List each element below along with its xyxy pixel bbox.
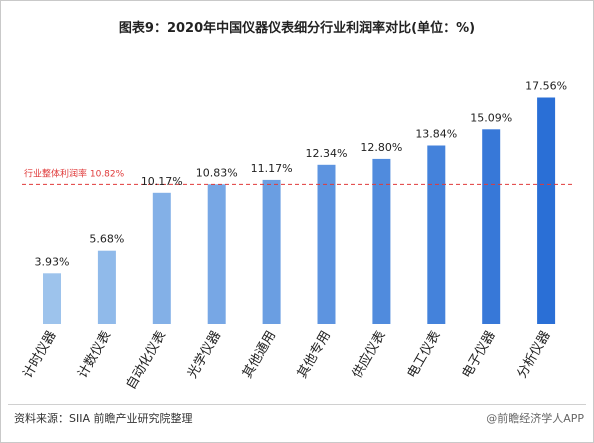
bar <box>97 250 116 324</box>
category-label: 自动化仪表 <box>124 329 169 393</box>
value-label: 15.09% <box>470 111 512 124</box>
brand-watermark: @前瞻经济学人APP <box>486 412 584 425</box>
bar <box>152 192 171 324</box>
category-label: 光学仪器 <box>184 328 224 381</box>
category-label: 计数仪表 <box>75 329 114 382</box>
chart-title: 图表9：2020年中国仪器仪表细分行业利润率对比(单位：%) <box>118 21 476 36</box>
bar <box>372 158 391 324</box>
category-label: 其他通用 <box>240 329 279 382</box>
category-label: 供应仪表 <box>349 328 389 381</box>
value-label: 12.34% <box>306 147 348 160</box>
bar <box>482 129 501 324</box>
category-label: 计时仪器 <box>20 329 59 382</box>
value-label: 3.93% <box>35 255 70 268</box>
value-label: 11.17% <box>251 162 293 175</box>
category-label: 电工仪表 <box>405 329 444 382</box>
value-label: 17.56% <box>525 80 567 93</box>
value-label: 10.17% <box>141 175 183 188</box>
category-label: 其他专用 <box>295 329 334 382</box>
source-note: 资料来源：SIIA 前瞻产业研究院整理 <box>14 412 193 425</box>
bar <box>427 145 446 324</box>
category-label: 电子仪器 <box>460 329 499 382</box>
bar <box>262 179 281 324</box>
bar <box>207 184 226 324</box>
value-label: 5.68% <box>89 233 124 246</box>
value-label: 12.80% <box>360 141 402 154</box>
reference-label: 行业整体利润率 10.82% <box>24 167 125 179</box>
value-label: 13.84% <box>415 128 457 141</box>
bar <box>43 273 61 324</box>
bar <box>537 97 556 324</box>
value-label: 10.83% <box>196 166 238 179</box>
category-label: 分析仪器 <box>515 329 554 382</box>
footer-divider <box>8 404 586 405</box>
bar <box>317 164 336 324</box>
